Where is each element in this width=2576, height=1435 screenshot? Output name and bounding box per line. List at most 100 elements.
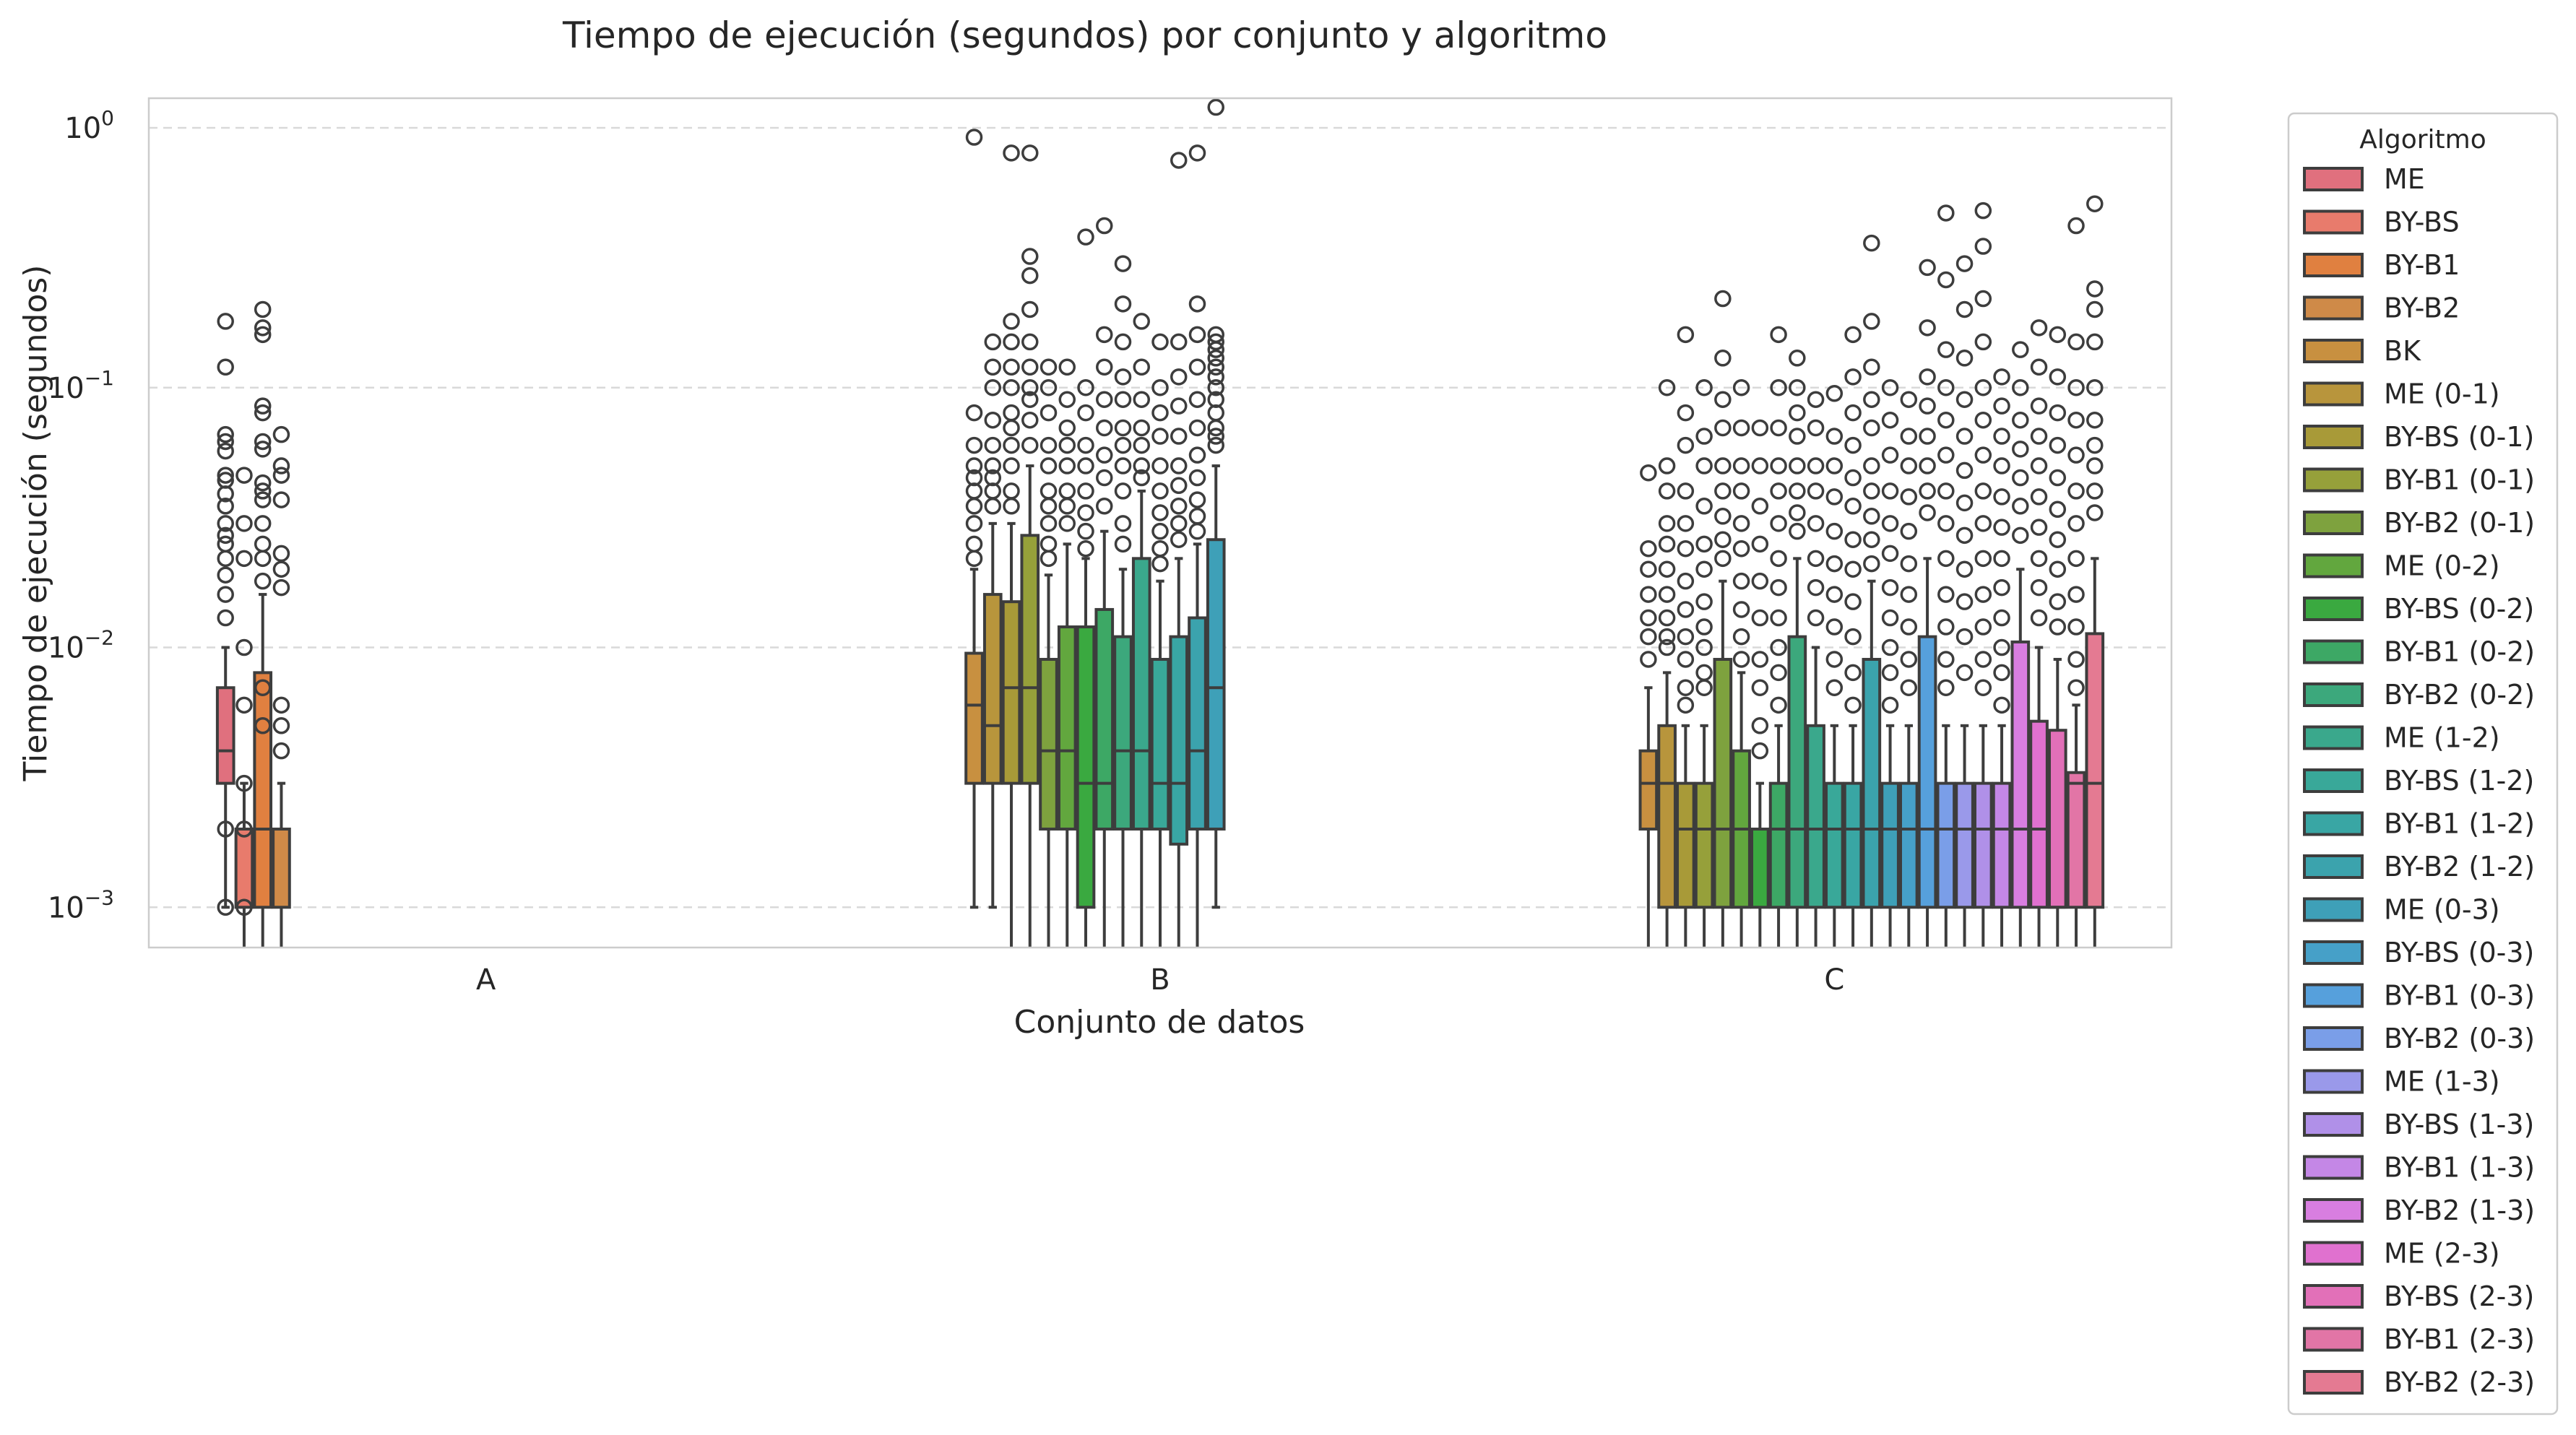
- legend-label: BY-B1 (0-2): [2384, 636, 2535, 668]
- outlier-point: [1863, 391, 1880, 408]
- legend-swatch: [2303, 1241, 2364, 1266]
- outlier-point: [1695, 498, 1713, 515]
- outlier-point: [1021, 333, 1039, 351]
- box-iqr: [215, 686, 235, 785]
- outlier-point: [1714, 531, 1732, 548]
- outlier-point: [2067, 651, 2085, 668]
- outlier-point: [2067, 618, 2085, 636]
- outlier-point: [2030, 358, 2048, 376]
- box-C-BY-B2 (1-3): [2010, 341, 2031, 948]
- outlier-point: [1993, 696, 2010, 714]
- outlier-point: [1937, 379, 1955, 396]
- outlier-point: [984, 498, 1002, 515]
- outlier-point: [965, 436, 983, 454]
- box-series-layer: [215, 98, 2105, 948]
- outlier-point: [1863, 358, 1880, 376]
- outlier-point: [1863, 313, 1880, 330]
- legend-swatch: [2303, 1284, 2364, 1309]
- outlier-point: [1677, 404, 1695, 422]
- outlier-point: [1937, 550, 1955, 568]
- box-C-BY-BS (0-1): [1676, 326, 1695, 948]
- box-iqr: [2010, 640, 2031, 909]
- legend-entry: BY-B1: [2303, 249, 2460, 281]
- outlier-point: [1677, 515, 1695, 532]
- outlier-point: [1751, 717, 1769, 734]
- box-C-BY-B2 (0-3): [1936, 204, 1956, 948]
- outlier-point: [1900, 488, 1918, 506]
- outlier-point: [1881, 609, 1899, 627]
- outlier-point: [1751, 498, 1769, 515]
- outlier-point: [1919, 457, 1936, 474]
- outlier-point: [1058, 436, 1076, 454]
- outlier-point: [2067, 515, 2085, 532]
- outlier-point: [1993, 519, 2010, 536]
- outlier-point: [1040, 358, 1058, 376]
- box-A-BY-BS: [234, 467, 254, 948]
- outlier-point: [1844, 404, 1862, 422]
- legend-entry: BY-B2 (2-3): [2303, 1366, 2535, 1398]
- box-C-BY-B1 (0-1): [1694, 379, 1714, 948]
- outlier-point: [1003, 436, 1020, 454]
- outlier-point: [2067, 586, 2085, 603]
- legend-swatch: [2303, 983, 2364, 1008]
- outlier-point: [2067, 217, 2085, 235]
- outlier-point: [1789, 379, 1806, 396]
- legend-label: ME (1-2): [2384, 722, 2500, 754]
- legend-entry: BY-B2 (0-1): [2303, 507, 2535, 539]
- legend-swatch: [2303, 425, 2364, 449]
- outlier-point: [1677, 679, 1695, 696]
- outlier-point: [965, 457, 983, 474]
- outlier-point: [1974, 238, 1992, 255]
- outlier-point: [254, 535, 272, 553]
- legend-entry: BY-B1 (2-3): [2303, 1324, 2535, 1356]
- box-iqr: [1973, 781, 1993, 909]
- legend-swatch: [2303, 467, 2364, 493]
- outlier-point: [1640, 628, 1657, 646]
- outlier-point: [1170, 498, 1188, 515]
- outlier-point: [965, 515, 983, 532]
- outlier-point: [1900, 457, 1918, 474]
- y-tick-label: 100: [64, 106, 114, 145]
- outlier-point: [1207, 341, 1224, 358]
- outlier-point: [1955, 461, 1974, 480]
- outlier-point: [1863, 555, 1880, 573]
- legend-label: BY-BS (1-3): [2384, 1109, 2534, 1140]
- box-B-BY-B1 (0-1): [1020, 144, 1040, 948]
- outlier-point: [2067, 679, 2085, 696]
- box-B-BY-B2 (0-2): [1113, 255, 1133, 948]
- outlier-point: [1658, 638, 1676, 656]
- legend-entry: BY-B1 (0-1): [2303, 464, 2535, 496]
- legend-label: BY-BS: [2384, 207, 2460, 238]
- legend-swatch: [2303, 209, 2364, 235]
- outlier-point: [1133, 436, 1151, 454]
- outlier-point: [235, 467, 253, 484]
- outlier-point: [1677, 436, 1695, 454]
- box-C-ME (0-1): [1657, 379, 1677, 948]
- outlier-point: [1825, 522, 1844, 540]
- outlier-point: [2049, 368, 2067, 386]
- outlier-point: [1974, 411, 1992, 429]
- box-iqr: [1694, 781, 1714, 909]
- box-iqr: [1936, 781, 1956, 909]
- legend-swatch: [2303, 639, 2364, 664]
- outlier-point: [2049, 618, 2067, 636]
- outlier-point: [1900, 555, 1918, 573]
- outlier-point: [1732, 572, 1750, 590]
- outlier-point: [1058, 515, 1076, 532]
- box-A-ME: [215, 313, 235, 916]
- outlier-point: [1040, 515, 1058, 532]
- legend-swatch: [2303, 167, 2364, 191]
- outlier-point: [1188, 419, 1206, 437]
- outlier-point: [1844, 664, 1862, 682]
- box-iqr: [1638, 749, 1659, 831]
- outlier-point: [2086, 504, 2104, 521]
- outlier-point: [2067, 333, 2085, 351]
- legend-label: BY-B2 (1-2): [2384, 851, 2535, 883]
- legend-label: BY-B2: [2384, 292, 2460, 324]
- outlier-point: [1188, 144, 1206, 162]
- y-tick-exponent: 0: [101, 106, 114, 130]
- legend-entry: BY-BS (2-3): [2303, 1280, 2534, 1312]
- outlier-point: [1040, 436, 1058, 454]
- box-iqr: [1057, 625, 1077, 831]
- legend-swatch: [2303, 682, 2364, 707]
